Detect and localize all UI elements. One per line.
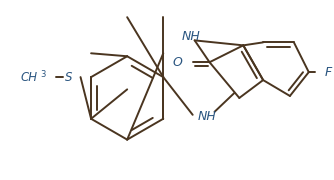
Text: O: O: [173, 56, 183, 69]
Text: F: F: [325, 66, 332, 79]
Text: NH: NH: [181, 30, 200, 43]
Text: S: S: [65, 71, 72, 84]
Text: NH: NH: [197, 110, 216, 123]
Text: 3: 3: [40, 70, 45, 79]
Text: CH: CH: [21, 71, 38, 84]
